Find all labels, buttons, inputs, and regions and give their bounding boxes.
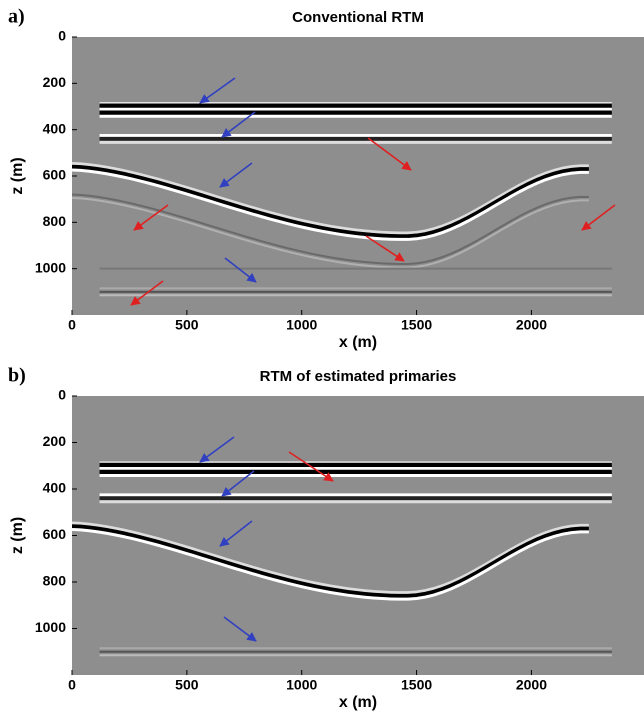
y-tick-label: 600: [43, 167, 67, 183]
x-tick-label: 1500: [401, 677, 432, 693]
reflector: [72, 197, 589, 269]
reflector: [72, 168, 589, 241]
y-tick-label: 0: [58, 387, 66, 403]
x-tick-label: 500: [175, 677, 199, 693]
x-axis-label: x (m): [339, 694, 377, 711]
x-tick-label: 0: [68, 317, 76, 333]
reflector: [72, 524, 589, 598]
x-tick-label: 500: [175, 317, 199, 333]
reflector: [72, 193, 589, 265]
y-tick-label: 1000: [35, 259, 66, 275]
x-tick-label: 2000: [516, 317, 547, 333]
reflector: [72, 527, 589, 601]
y-tick-label: 600: [43, 526, 67, 542]
panel: 0 500 1000 1500 2000 0 200 400 600 800 1000 a) Conve…: [8, 6, 644, 351]
chart-title: Conventional RTM: [292, 9, 424, 26]
y-tick-label: 400: [43, 480, 67, 496]
x-tick-label: 1000: [286, 317, 317, 333]
x-tick-label: 0: [68, 677, 76, 693]
panel: 0 500 1000 1500 2000 0 200 400 600 800 1000 b) RTM o…: [8, 365, 644, 711]
reflector: [72, 164, 589, 239]
chart-title: RTM of estimated primaries: [260, 368, 457, 385]
panel-label: b): [8, 365, 26, 387]
x-axis-label: x (m): [339, 334, 377, 351]
y-tick-label: 0: [58, 28, 66, 44]
y-tick-label: 400: [43, 120, 67, 136]
y-tick-label: 800: [43, 573, 67, 589]
seismic-image: [72, 37, 644, 315]
y-tick-label: 1000: [35, 619, 66, 635]
x-tick-label: 2000: [516, 677, 547, 693]
x-tick-label: 1000: [286, 677, 317, 693]
seismic-image: [72, 396, 644, 675]
reflector: [72, 161, 589, 235]
arrows: [130, 77, 616, 642]
y-tick-label: 200: [43, 74, 67, 90]
x-tick-label: 1500: [401, 317, 432, 333]
y-tick-label: 200: [43, 433, 67, 449]
y-axis-label: z (m): [9, 517, 26, 554]
y-axis-label: z (m): [9, 157, 26, 194]
y-tick-label: 800: [43, 213, 67, 229]
reflector: [72, 521, 589, 595]
panel-label: a): [8, 6, 25, 28]
